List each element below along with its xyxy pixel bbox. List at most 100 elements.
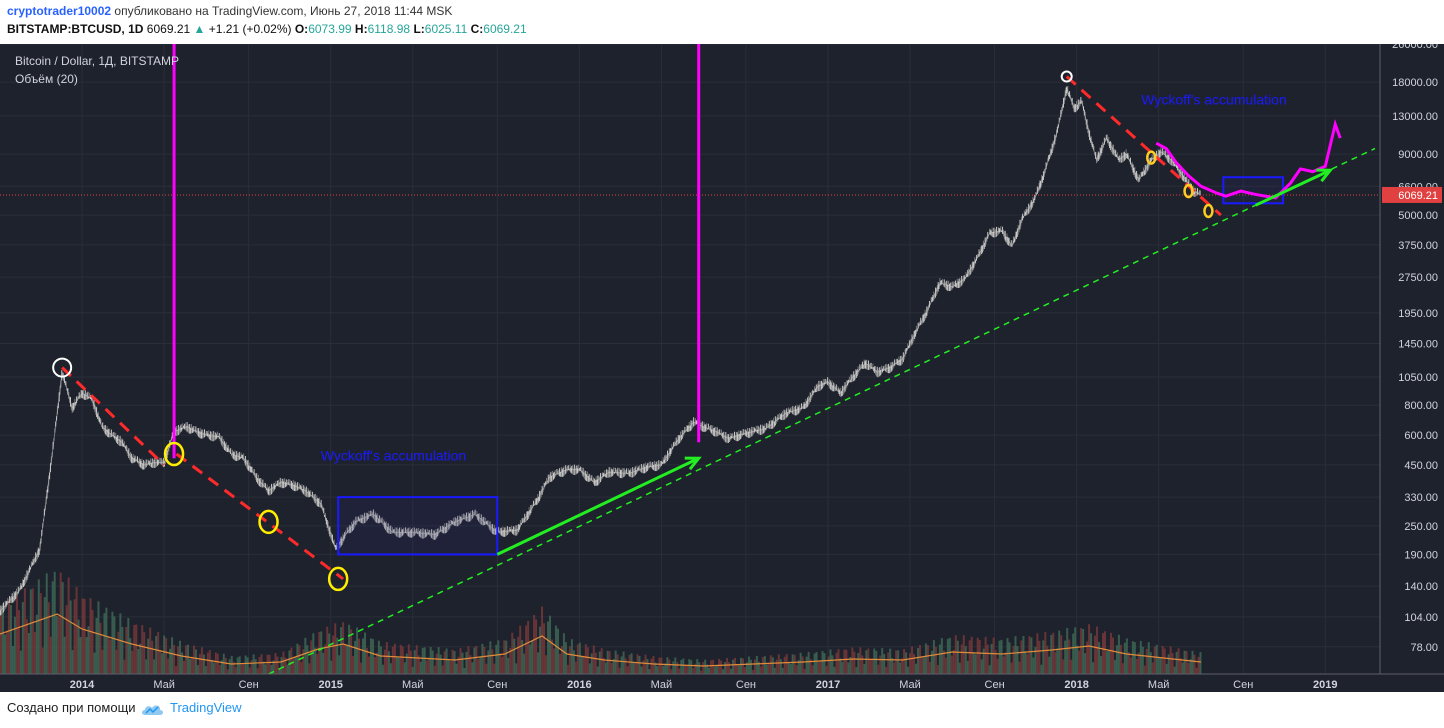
- volume-bar: [829, 649, 832, 674]
- volume-bar: [204, 666, 207, 674]
- y-tick-label: 1950.00: [1398, 308, 1438, 320]
- volume-bar: [360, 662, 363, 674]
- volume-bar: [700, 670, 703, 674]
- y-tick-label: 18000.00: [1392, 77, 1438, 89]
- volume-bar: [1137, 652, 1140, 674]
- low-value: 6025.11: [424, 22, 468, 36]
- volume-bar: [1183, 650, 1186, 674]
- volume-bar: [131, 650, 134, 674]
- author-link[interactable]: cryptotrader10002: [7, 4, 112, 18]
- volume-bar: [881, 648, 884, 674]
- symbol-line: BITSTAMP:BTCUSD, 1D 6069.21 ▲ +1.21 (+0.…: [7, 22, 527, 36]
- volume-bar: [206, 652, 209, 674]
- volume-bar: [362, 638, 365, 674]
- volume-bar: [803, 668, 806, 674]
- x-tick-label: 2016: [567, 679, 591, 691]
- volume-bar: [429, 646, 432, 674]
- volume-bar: [1010, 662, 1013, 674]
- volume-bar: [489, 641, 492, 674]
- volume-bar: [767, 662, 770, 674]
- volume-bar: [179, 640, 182, 674]
- x-tick-label: Май: [651, 679, 673, 691]
- volume-bar: [552, 648, 555, 674]
- volume-bar: [684, 665, 687, 674]
- yellow-circle-marker: [1203, 203, 1214, 219]
- volume-bar: [1082, 628, 1085, 674]
- volume-bar: [1127, 652, 1130, 674]
- volume-bar: [1096, 626, 1099, 674]
- volume-bar: [63, 636, 66, 674]
- volume-bar: [849, 657, 852, 674]
- volume-bar: [855, 667, 858, 674]
- chart-area[interactable]: Wyckoff's accumulation Wyckoff's accumula…: [0, 44, 1444, 692]
- volume-bar: [895, 650, 898, 674]
- volume-bar: [397, 658, 400, 674]
- price-line: [0, 86, 1202, 612]
- volume-bar: [453, 650, 456, 674]
- volume-bar: [0, 609, 2, 674]
- volume-bar: [1026, 654, 1029, 674]
- volume-bar: [531, 640, 534, 674]
- volume-bar: [779, 659, 782, 674]
- volume-bar: [614, 650, 617, 674]
- volume-bar: [11, 645, 14, 674]
- volume-bar: [799, 652, 802, 674]
- volume-bar: [280, 657, 283, 674]
- price-chart[interactable]: Wyckoff's accumulation Wyckoff's accumula…: [0, 44, 1444, 692]
- volume-bar: [1109, 632, 1112, 674]
- yellow-circle-marker: [327, 566, 349, 592]
- volume-bar: [27, 632, 30, 674]
- volume-bar: [1105, 651, 1108, 674]
- x-tick-label: 2019: [1313, 679, 1337, 691]
- open-value: 6073.99: [308, 22, 352, 36]
- volume-bar: [449, 661, 452, 674]
- volume-bar: [447, 659, 450, 674]
- volume-bar: [411, 666, 414, 674]
- volume-bar: [377, 640, 380, 674]
- volume-bar: [368, 656, 370, 674]
- volume-bar: [55, 615, 58, 674]
- volume-bar: [863, 664, 866, 674]
- volume-bar: [167, 658, 170, 674]
- volume-bar: [1191, 650, 1194, 674]
- volume-bar: [1115, 645, 1118, 674]
- volume-bar: [604, 662, 607, 674]
- volume-bar: [843, 649, 846, 674]
- volume-bar: [737, 665, 740, 674]
- volume-bar: [304, 637, 307, 674]
- volume-bar: [99, 622, 102, 674]
- volume-bar: [292, 658, 295, 674]
- volume-bar: [415, 645, 418, 674]
- volume-bar: [475, 645, 478, 674]
- volume-bar: [39, 593, 42, 674]
- volume-bar: [236, 657, 239, 674]
- volume-bar: [841, 661, 844, 674]
- volume-bar: [495, 644, 498, 674]
- volume-bar: [807, 651, 810, 674]
- volume-bar: [1189, 659, 1192, 674]
- volume-bar: [234, 666, 237, 674]
- current-price-tag: [1382, 186, 1442, 203]
- volume-bar: [678, 668, 681, 674]
- tradingview-link[interactable]: TradingView: [170, 700, 242, 715]
- volume-bar: [664, 663, 667, 674]
- low-label: L:: [413, 22, 425, 36]
- volume-bar: [730, 668, 733, 674]
- volume-bar: [924, 643, 927, 674]
- volume-bar: [71, 650, 74, 674]
- volume-bar: [1147, 642, 1150, 674]
- volume-bar: [133, 624, 136, 674]
- volume-bar: [290, 647, 293, 674]
- volume-bar: [891, 658, 894, 674]
- volume-bar: [714, 666, 717, 674]
- volume-bar: [405, 653, 408, 674]
- volume-bar: [889, 648, 892, 674]
- volume-bar: [348, 624, 351, 674]
- volume-bar: [463, 667, 466, 674]
- volume-bar: [308, 663, 311, 674]
- volume-bar: [135, 624, 138, 674]
- volume-bar: [644, 654, 647, 674]
- y-tick-label: 104.00: [1404, 612, 1438, 624]
- legend-volume: Объём (20): [15, 72, 78, 86]
- tradingview-cloud-icon: [142, 705, 163, 715]
